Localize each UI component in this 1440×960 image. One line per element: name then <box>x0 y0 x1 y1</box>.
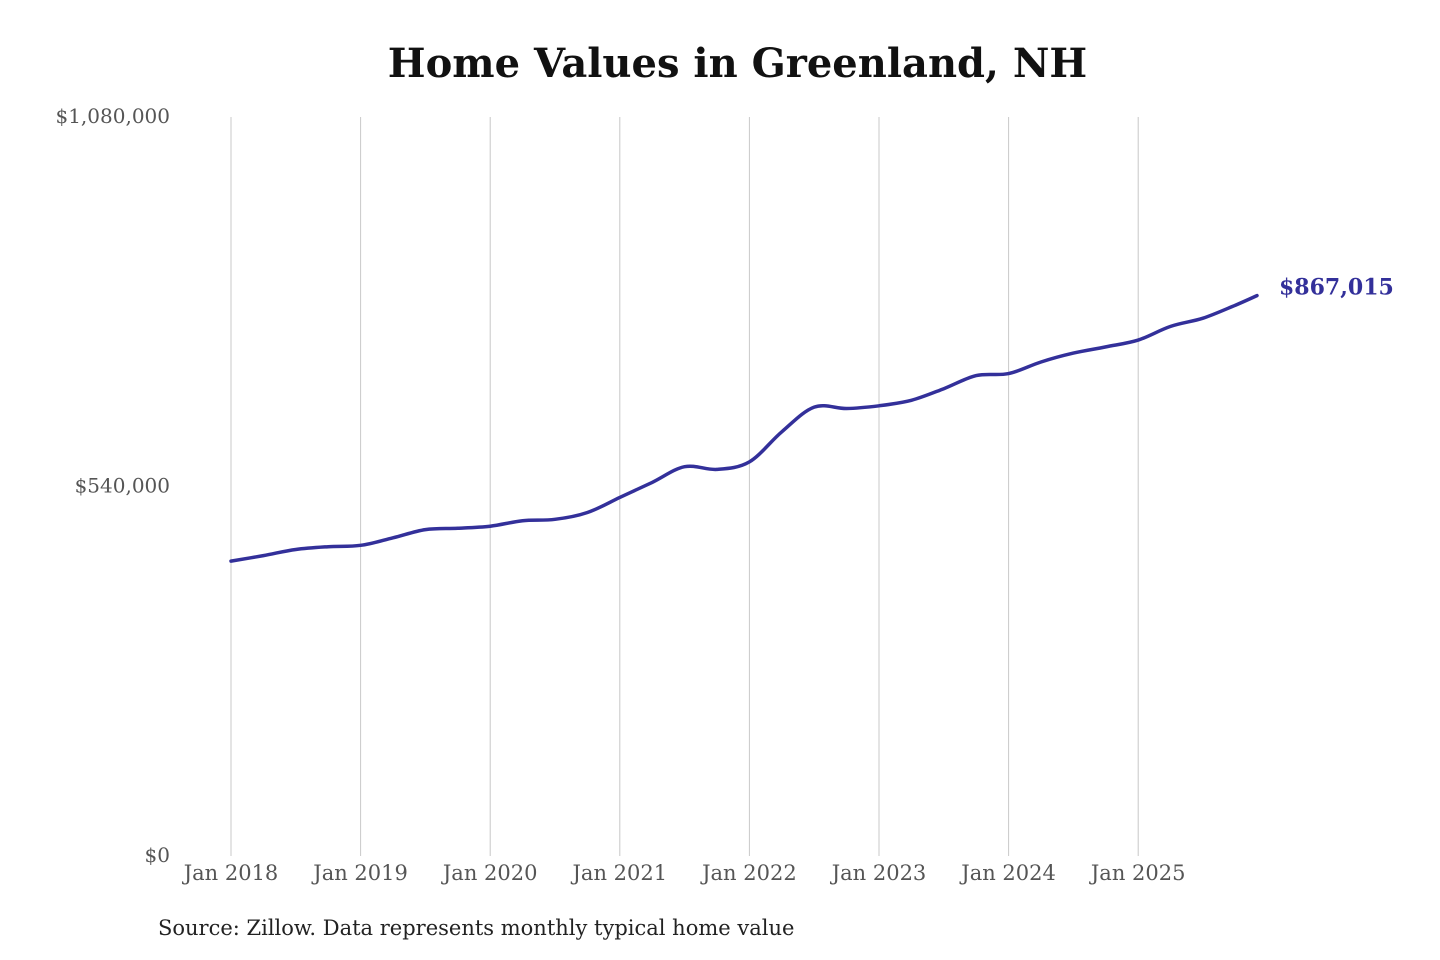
series-layer <box>229 293 1259 563</box>
x-tick-label: Jan 2019 <box>311 861 408 885</box>
y-tick-label: $540,000 <box>75 474 170 498</box>
annotation-layer: $867,015 <box>1279 275 1394 301</box>
x-tick-label: Jan 2021 <box>571 861 668 885</box>
y-tick-label: $0 <box>145 843 170 867</box>
x-tick-label: Jan 2024 <box>959 861 1056 885</box>
source-note: Source: Zillow. Data represents monthly … <box>158 916 795 940</box>
x-tick-label: Jan 2022 <box>700 861 797 885</box>
x-tick-label: Jan 2020 <box>441 861 538 885</box>
gridlines <box>230 117 1139 856</box>
x-tick-label: Jan 2023 <box>830 861 927 885</box>
chart-title: Home Values in Greenland, NH <box>387 40 1088 87</box>
end-value-label: $867,015 <box>1279 275 1394 301</box>
y-axis-ticks: $0 $540,000 $1,080,000 <box>55 104 170 867</box>
x-axis-ticks: Jan 2018 Jan 2019 Jan 2020 Jan 2021 Jan 2022… <box>182 861 1186 885</box>
x-tick-label: Jan 2025 <box>1089 861 1186 885</box>
x-tick-label: Jan 2018 <box>182 861 279 885</box>
series-line <box>229 293 1259 563</box>
y-tick-label: $1,080,000 <box>55 104 170 128</box>
